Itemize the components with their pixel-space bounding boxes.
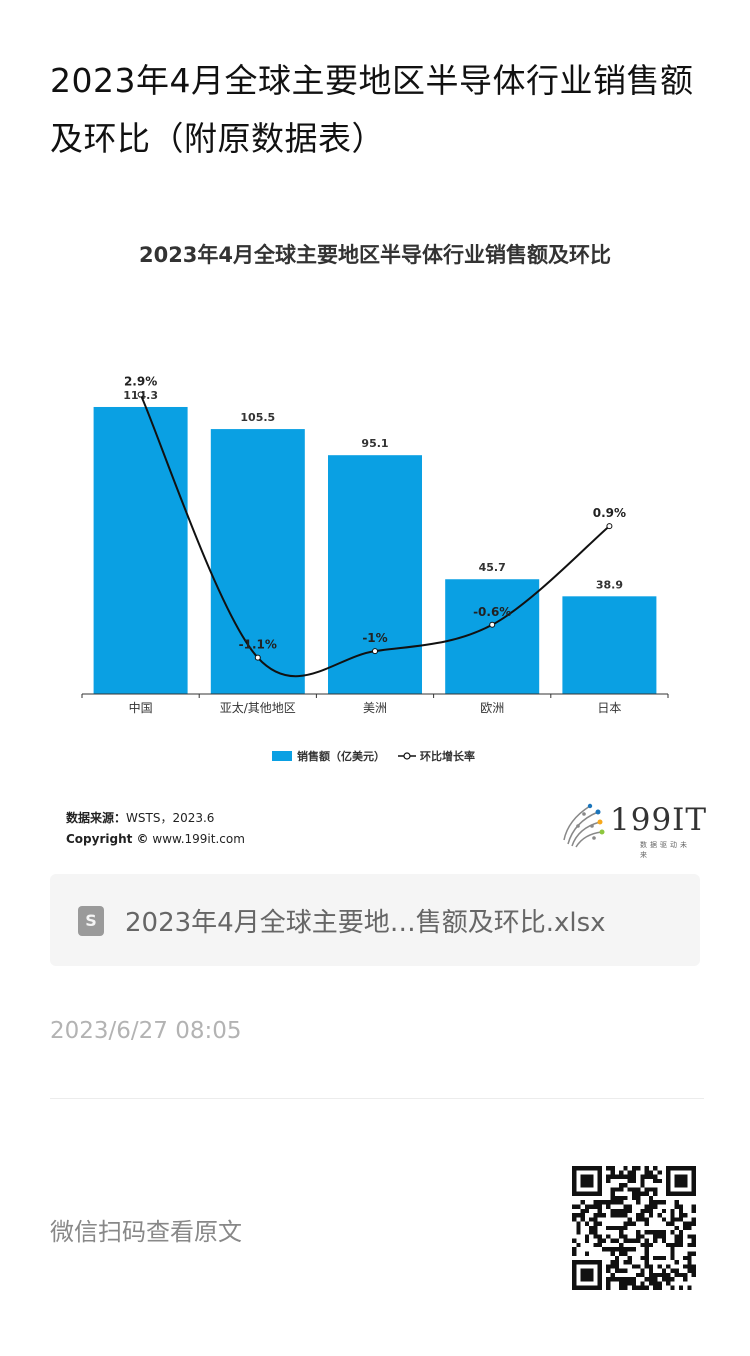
- copyright-label: Copyright ©: [66, 832, 149, 846]
- growth-rate-label: 0.9%: [593, 506, 626, 520]
- source-label: 数据来源：: [66, 811, 127, 825]
- x-tick-label: 美洲: [363, 701, 387, 715]
- bar: [562, 596, 657, 694]
- growth-rate-label: 2.9%: [124, 374, 157, 388]
- chart-image: 2023年4月全球主要地区半导体行业销售额及环比 114.3105.595.14…: [0, 225, 750, 865]
- x-tick-label: 亚太/其他地区: [220, 700, 296, 715]
- x-tick-label: 中国: [129, 700, 153, 715]
- divider: [50, 1098, 704, 1099]
- growth-rate-point: [606, 523, 613, 530]
- article-title: 2023年4月全球主要地区半导体行业销售额及环比（附原数据表）: [50, 61, 694, 158]
- legend-swatch-sales: [272, 751, 292, 761]
- qr-code-icon[interactable]: [572, 1166, 696, 1290]
- copyright-value: www.199it.com: [152, 832, 245, 846]
- attachment-file-name: 2023年4月全球主要地…售额及环比.xlsx: [125, 908, 606, 938]
- chart-title: 2023年4月全球主要地区半导体行业销售额及环比: [138, 243, 612, 267]
- bar: [210, 429, 305, 694]
- document-icon: S: [78, 906, 104, 936]
- growth-rate-point: [489, 621, 496, 628]
- growth-rate-label: -0.6%: [473, 605, 511, 619]
- growth-rate-label: -1.1%: [239, 638, 277, 652]
- bar-value-label: 38.9: [596, 578, 623, 591]
- growth-rate-point: [372, 648, 378, 655]
- growth-rate-point: [254, 654, 261, 661]
- brand-logo: 199IT 数据驱动未来: [558, 800, 706, 859]
- source-value: WSTS，2023.6: [126, 811, 215, 825]
- growth-rate-label: -1%: [362, 631, 387, 645]
- publish-timestamp: 2023/6/27 08:05: [50, 1018, 242, 1044]
- data-source: 数据来源：WSTS，2023.6 Copyright © www.199it.c…: [66, 808, 245, 850]
- wechat-scan-hint: 微信扫码查看原文: [50, 1218, 242, 1246]
- logo-text: 199IT: [610, 802, 708, 838]
- logo-tagline: 数据驱动未来: [640, 841, 690, 859]
- bar-value-label: 105.5: [240, 411, 275, 424]
- bar: [328, 455, 422, 694]
- bar-value-label: 95.1: [361, 437, 388, 450]
- qr-code-modules: [572, 1166, 696, 1290]
- x-tick-label: 日本: [597, 701, 621, 715]
- bar-value-label: 45.7: [479, 561, 506, 574]
- logo-mark-icon: [563, 803, 605, 848]
- bar: [93, 406, 188, 694]
- document-icon-letter: S: [85, 911, 97, 930]
- x-tick-label: 欧洲: [480, 701, 504, 715]
- bar: [445, 579, 540, 694]
- growth-rate-point: [137, 391, 144, 398]
- legend-label-sales: 销售额（亿美元）: [297, 749, 385, 763]
- growth-rate-line: [139, 394, 611, 678]
- attachment-card[interactable]: S 2023年4月全球主要地…售额及环比.xlsx: [50, 874, 700, 966]
- legend-label-growth: 环比增长率: [420, 749, 475, 763]
- legend-marker-growth: [403, 752, 411, 760]
